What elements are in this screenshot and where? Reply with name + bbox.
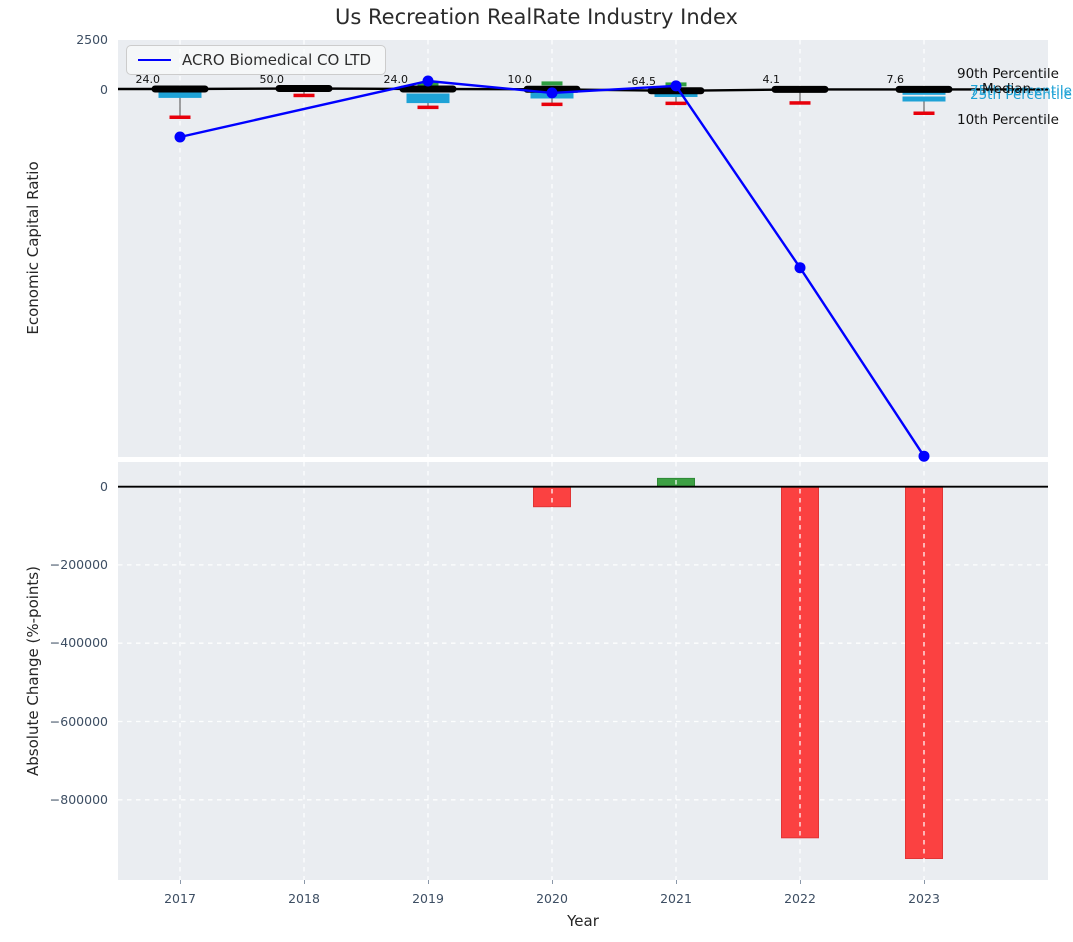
x-tick-label: 2018 — [288, 891, 320, 906]
company-point — [794, 262, 806, 274]
median-marker — [151, 85, 209, 93]
percentile-band-marker — [406, 93, 450, 99]
p10-marker — [417, 105, 439, 110]
legend-line-sample — [138, 59, 171, 61]
median-value-label: 50.0 — [259, 72, 285, 86]
legend-series-label: ACRO Biomedical CO LTD — [182, 51, 372, 69]
p90-marker — [541, 81, 563, 86]
median-value-label: -64.5 — [627, 74, 656, 88]
x-tick-mark — [303, 880, 305, 884]
p10-marker — [913, 111, 935, 115]
median-value-label: 24.0 — [383, 73, 409, 86]
p10-marker — [169, 115, 191, 119]
company-line — [179, 79, 926, 457]
median-value-label: 10.0 — [507, 73, 533, 87]
x-tick-label: 2023 — [908, 891, 940, 906]
median-marker — [771, 85, 829, 93]
p10-marker — [541, 102, 563, 107]
annotation-median: Median — [982, 81, 1032, 97]
x-tick-mark — [179, 880, 181, 884]
median-marker — [895, 85, 953, 93]
annotation-90th-percentile: 90th Percentile — [957, 66, 1059, 82]
chart-title: Us Recreation RealRate Industry Index — [335, 5, 738, 29]
company-point — [546, 87, 558, 99]
top-plot-canvas — [118, 40, 1048, 462]
x-tick-mark — [427, 880, 429, 884]
legend: ACRO Biomedical CO LTD — [126, 45, 387, 75]
bottom-y-tick-label: 0 — [100, 478, 108, 494]
x-tick-label: 2021 — [660, 891, 692, 906]
p10-marker — [293, 93, 315, 98]
percentile-band-marker — [158, 92, 202, 98]
bottom-y-axis-label: Absolute Change (%-points) — [24, 566, 42, 776]
p10-marker — [789, 101, 811, 105]
p10-marker — [665, 101, 687, 106]
median-value-label: 4.1 — [762, 73, 781, 87]
company-point — [918, 450, 930, 462]
company-point — [422, 75, 434, 87]
bottom-y-tick-label: −800000 — [49, 791, 108, 807]
bottom-y-tick-label: −200000 — [49, 556, 108, 572]
annotation-25th-percentile: 25th Percentile — [970, 87, 1072, 103]
bottom-plot-area — [118, 462, 1048, 880]
median-value-label: 7.6 — [886, 73, 905, 87]
x-tick-label: 2017 — [164, 891, 196, 906]
x-tick-mark — [551, 880, 553, 884]
median-marker — [399, 85, 457, 93]
median-value-label: 24.0 — [135, 73, 161, 86]
top-y-tick-label: 0 — [100, 81, 108, 97]
top-y-tick-label: 2500 — [76, 32, 108, 47]
percentile-band-marker — [406, 98, 450, 104]
median-marker — [275, 85, 333, 92]
x-tick-label: 2019 — [412, 891, 444, 906]
annotation-10th-percentile: 10th Percentile — [957, 112, 1059, 128]
bottom-y-tick-label: −600000 — [49, 713, 108, 729]
x-tick-label: 2022 — [784, 891, 816, 906]
x-tick-mark — [799, 880, 801, 884]
bottom-plot-canvas — [118, 462, 1048, 880]
x-axis-label: Year — [567, 912, 599, 930]
annotation-75th-percentile: 75th Percentile — [970, 83, 1072, 99]
percentile-band-marker — [654, 92, 698, 97]
company-point — [670, 80, 682, 92]
bottom-y-tick-label: −400000 — [49, 635, 108, 651]
x-tick-label: 2020 — [536, 891, 568, 906]
company-point — [174, 131, 186, 143]
x-tick-mark — [675, 880, 677, 884]
percentile-band-marker — [902, 96, 946, 102]
top-plot-area: ACRO Biomedical CO LTD — [118, 40, 1048, 462]
top-y-axis-label: Economic Capital Ratio — [24, 161, 42, 335]
x-tick-mark — [923, 880, 925, 884]
